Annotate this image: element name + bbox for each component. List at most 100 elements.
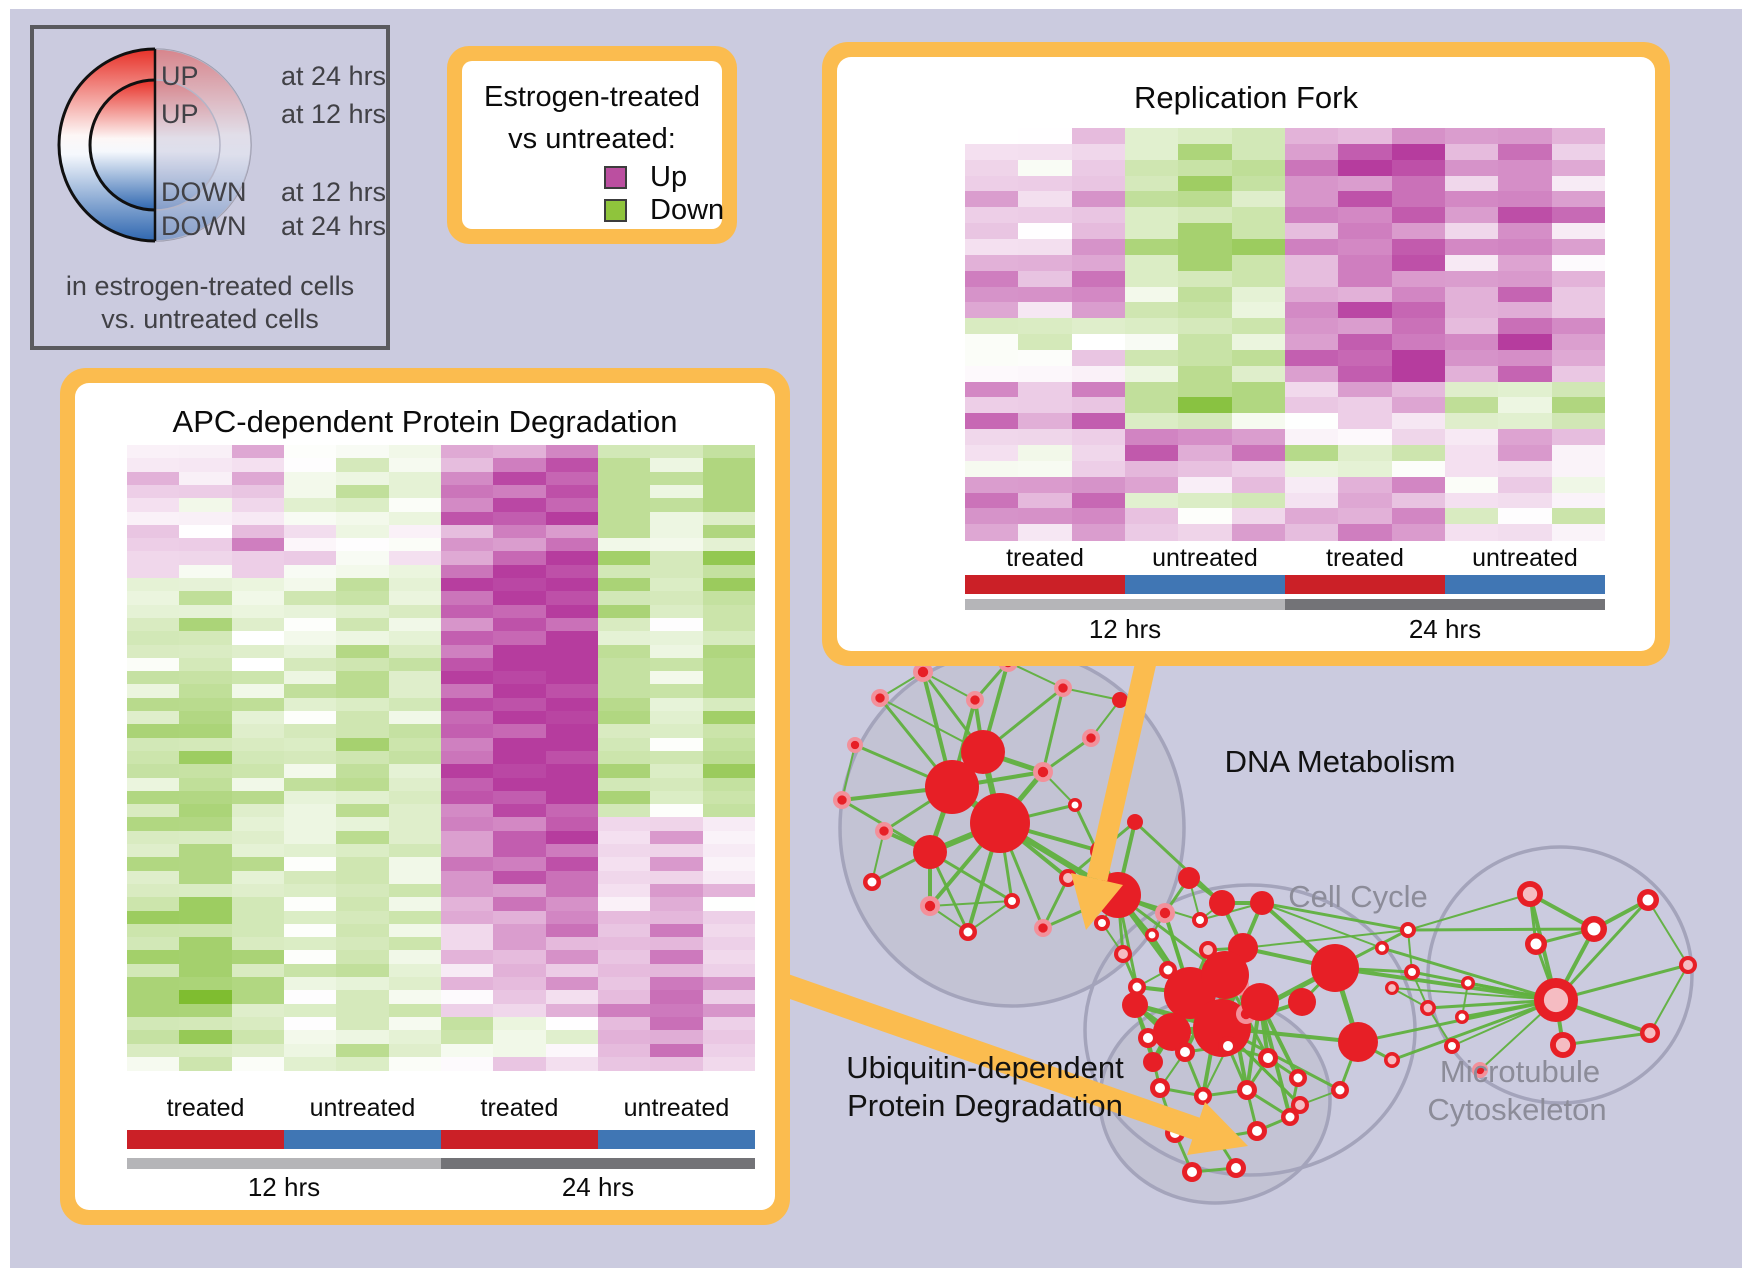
heatmap-cell: [1231, 270, 1286, 287]
heatmap-cell: [336, 950, 390, 965]
network-node-ring-core: [1148, 931, 1156, 939]
network-node-pinkcore-core: [1037, 766, 1049, 778]
heatmap-cell: [127, 657, 180, 672]
heatmap-cell: [336, 923, 390, 938]
heatmap-cell: [650, 963, 704, 978]
heatmap-cell: [127, 897, 180, 911]
heatmap-cell: [1391, 476, 1446, 494]
heatmap-cell: [1284, 460, 1339, 478]
heatmap-cell: [650, 458, 704, 473]
heatmap-cell: [127, 950, 180, 965]
time-bar: [965, 599, 1285, 610]
heatmap-cell: [545, 817, 599, 832]
heatmap-cell: [179, 524, 233, 539]
heatmap-cell: [1124, 429, 1179, 446]
heatmap-cell: [1178, 143, 1233, 161]
replication-fork-panel: Replication Fork treated untreated treated…: [822, 42, 1670, 666]
heatmap-cell: [1018, 286, 1073, 303]
heatmap-cell: [1498, 381, 1553, 398]
heatmap-cell: [702, 923, 756, 938]
heatmap-cell: [650, 804, 704, 818]
heatmap-cell: [1018, 318, 1073, 335]
network-edge: [1261, 901, 1409, 932]
heatmap-cell: [1338, 492, 1393, 509]
heatmap-cell: [283, 617, 337, 632]
heatmap-cell: [545, 844, 599, 858]
heatmap-cell: [597, 498, 651, 512]
heatmap-cell: [493, 977, 547, 991]
heatmap-cell: [493, 671, 547, 685]
heatmap-cell: [1124, 365, 1179, 383]
heatmap-cell: [1284, 128, 1339, 145]
heatmap-cell: [545, 1056, 599, 1071]
heatmap-cell: [702, 711, 756, 725]
heatmap-cell: [702, 484, 756, 499]
heatmap-cell: [127, 923, 180, 938]
network-node-ring-core: [1198, 1091, 1208, 1101]
heatmap-cell: [1444, 207, 1499, 224]
heatmap-cell: [545, 857, 599, 872]
heatmap-cell: [1178, 254, 1233, 272]
heatmap-cell: [493, 631, 547, 645]
heatmap-cell: [127, 817, 180, 832]
heatmap-cell: [440, 644, 494, 659]
heatmap-cell: [127, 551, 180, 566]
heatmap-cell: [283, 697, 337, 712]
heatmap-cell: [1338, 445, 1393, 462]
heatmap-cell: [493, 524, 547, 539]
heatmap-cell: [231, 1043, 285, 1058]
heatmap-cell: [1071, 238, 1126, 256]
heatmap-cell: [283, 870, 337, 885]
heatmap-cell: [1018, 128, 1073, 145]
network-node-ring-core: [1143, 1033, 1153, 1043]
heatmap-cell: [1284, 238, 1339, 256]
network-edge: [1133, 820, 1224, 905]
heatmap-cell: [1124, 318, 1179, 335]
heatmap-cell: [283, 657, 337, 672]
heatmap-cell: [127, 844, 180, 858]
heatmap-cell: [388, 591, 442, 606]
heatmap-cell: [1284, 492, 1339, 509]
heatmap-cell: [1391, 460, 1446, 478]
heatmap-cell: [179, 963, 233, 978]
heatmap-cell: [597, 883, 651, 898]
network-node-ring-core: [1155, 1083, 1165, 1093]
heatmap-cell: [179, 883, 233, 898]
heatmap-cell: [597, 764, 651, 778]
group-label-untreated: untreated: [1472, 544, 1578, 572]
heatmap-cell: [1551, 349, 1606, 367]
heatmap-cell: [493, 484, 547, 499]
heatmap-cell: [440, 923, 494, 938]
heatmap-cell: [1231, 445, 1286, 462]
heatmap-cell: [1018, 476, 1073, 494]
heatmap-cell: [545, 923, 599, 938]
heatmap-cell: [231, 524, 285, 539]
heatmap-cell: [388, 910, 442, 925]
heatmap-cell: [1178, 445, 1233, 462]
heatmap-cell: [1284, 191, 1339, 208]
network-node-pinkcore-core: [879, 826, 889, 836]
heatmap-cell: [1178, 175, 1233, 192]
heatmap-cell: [388, 923, 442, 938]
heatmap-cell: [440, 484, 494, 499]
heatmap-cell: [440, 524, 494, 539]
heatmap-cell: [283, 817, 337, 832]
heatmap-cell: [650, 857, 704, 872]
heatmap-cell: [1444, 381, 1499, 398]
network-node-pinkcore-core: [1159, 907, 1171, 919]
heatmap-cell: [231, 484, 285, 499]
heatmap-cell: [127, 963, 180, 978]
heatmap-cell: [545, 551, 599, 566]
heatmap-cell: [179, 564, 233, 579]
heatmap-cell: [1338, 349, 1393, 367]
heatmap-cell: [336, 524, 390, 539]
network-edge: [1647, 899, 1689, 966]
heatmap-cell: [1124, 175, 1179, 192]
network-node-ringpink-core: [1387, 1055, 1397, 1065]
heatmap-cell: [440, 604, 494, 619]
heatmap-cell: [702, 764, 756, 778]
heatmap-cell: [1551, 381, 1606, 398]
network-node-ringpink-core: [1555, 1037, 1571, 1053]
updown-legend-box: Estrogen-treated vs untreated: Up Down: [447, 46, 737, 244]
heatmap-cell: [650, 883, 704, 898]
